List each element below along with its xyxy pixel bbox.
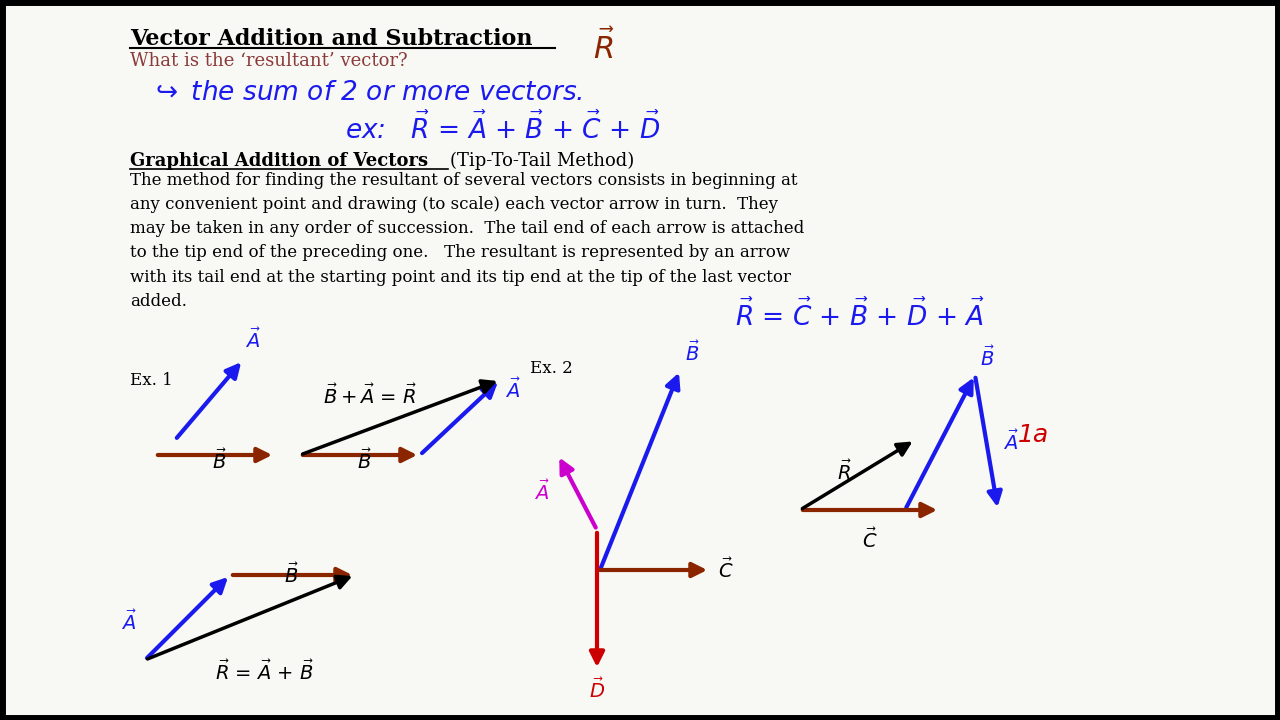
Text: What is the ‘resultant’ vector?: What is the ‘resultant’ vector?	[131, 52, 407, 70]
Text: $\vec{B}$: $\vec{B}$	[980, 346, 995, 370]
Text: (Tip-To-Tail Method): (Tip-To-Tail Method)	[451, 152, 635, 170]
Text: $\vec{B}$: $\vec{B}$	[357, 449, 372, 473]
Text: $\vec{R}$ = $\vec{A}$ + $\vec{B}$: $\vec{R}$ = $\vec{A}$ + $\vec{B}$	[215, 660, 315, 684]
Text: $\vec{A}$: $\vec{A}$	[122, 610, 137, 634]
Text: $\vec{A}$: $\vec{A}$	[534, 480, 550, 504]
Text: $\vec{A}$: $\vec{A}$	[1004, 430, 1019, 454]
Text: Vector Addition and Subtraction: Vector Addition and Subtraction	[131, 28, 532, 50]
Text: $\vec{D}$: $\vec{D}$	[589, 678, 605, 702]
Text: $\hookrightarrow$ the sum of 2 or more vectors.: $\hookrightarrow$ the sum of 2 or more v…	[150, 80, 582, 106]
Text: Graphical Addition of Vectors: Graphical Addition of Vectors	[131, 152, 428, 170]
Text: $\vec{B}$: $\vec{B}$	[685, 341, 700, 365]
Text: $\vec{C}$: $\vec{C}$	[718, 558, 733, 582]
Text: $\vec{B}+\vec{A}$ = $\vec{R}$: $\vec{B}+\vec{A}$ = $\vec{R}$	[323, 384, 417, 408]
Text: $\vec{R}$: $\vec{R}$	[837, 460, 852, 484]
Text: $\vec{A}$: $\vec{A}$	[506, 378, 521, 402]
Text: $\vec{C}$: $\vec{C}$	[863, 528, 878, 552]
Text: Ex. 2: Ex. 2	[530, 359, 572, 377]
Text: 1a: 1a	[1018, 423, 1050, 447]
Text: $\vec{R}$ = $\vec{C}$ + $\vec{B}$ + $\vec{D}$ + $\vec{A}$: $\vec{R}$ = $\vec{C}$ + $\vec{B}$ + $\ve…	[735, 300, 984, 333]
Text: $\vec{R}$: $\vec{R}$	[593, 30, 614, 66]
Text: $\vec{A}$: $\vec{A}$	[244, 328, 261, 352]
Text: Ex. 1: Ex. 1	[131, 372, 173, 389]
Text: $\vec{B}$: $\vec{B}$	[212, 449, 228, 473]
Text: The method for finding the resultant of several vectors consists in beginning at: The method for finding the resultant of …	[131, 172, 804, 310]
Text: $\vec{B}$: $\vec{B}$	[284, 563, 300, 588]
Text: ex:   $\vec{R}$ = $\vec{A}$ + $\vec{B}$ + $\vec{C}$ + $\vec{D}$: ex: $\vec{R}$ = $\vec{A}$ + $\vec{B}$ + …	[346, 113, 660, 145]
